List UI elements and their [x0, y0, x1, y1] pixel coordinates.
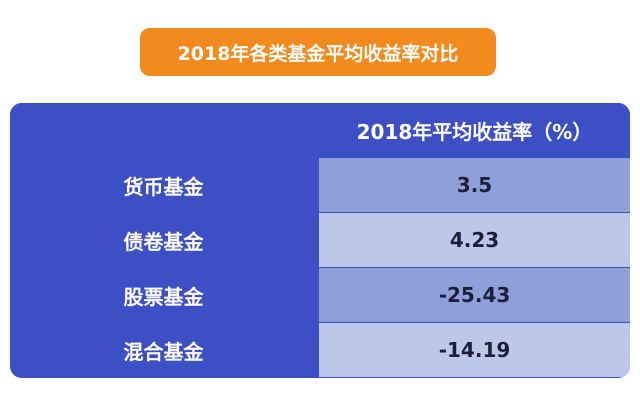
header-cell: 2018年平均收益率（%） [319, 103, 630, 157]
table-row: 债卷基金 4.23 [10, 213, 630, 267]
table-row: 股票基金 -25.43 [10, 268, 630, 322]
table-row: 混合基金 -14.19 [10, 323, 630, 377]
row-value: -14.19 [319, 323, 630, 377]
row-label: 债卷基金 [10, 213, 317, 267]
table: 2018年平均收益率（%） 货币基金 3.5 债卷基金 4.23 股票基金 -25.43 混合… [10, 103, 630, 378]
header-row: 2018年平均收益率（%） [10, 103, 630, 157]
row-label: 股票基金 [10, 268, 317, 322]
header-cell [10, 103, 317, 157]
row-value: 3.5 [319, 158, 630, 212]
row-value: 4.23 [319, 213, 630, 267]
row-value: -25.43 [319, 268, 630, 322]
row-label: 混合基金 [10, 323, 317, 377]
row-label: 货币基金 [10, 158, 317, 212]
title: 2018年各类基金平均收益率对比 [140, 28, 496, 76]
table-row: 货币基金 3.5 [10, 158, 630, 212]
